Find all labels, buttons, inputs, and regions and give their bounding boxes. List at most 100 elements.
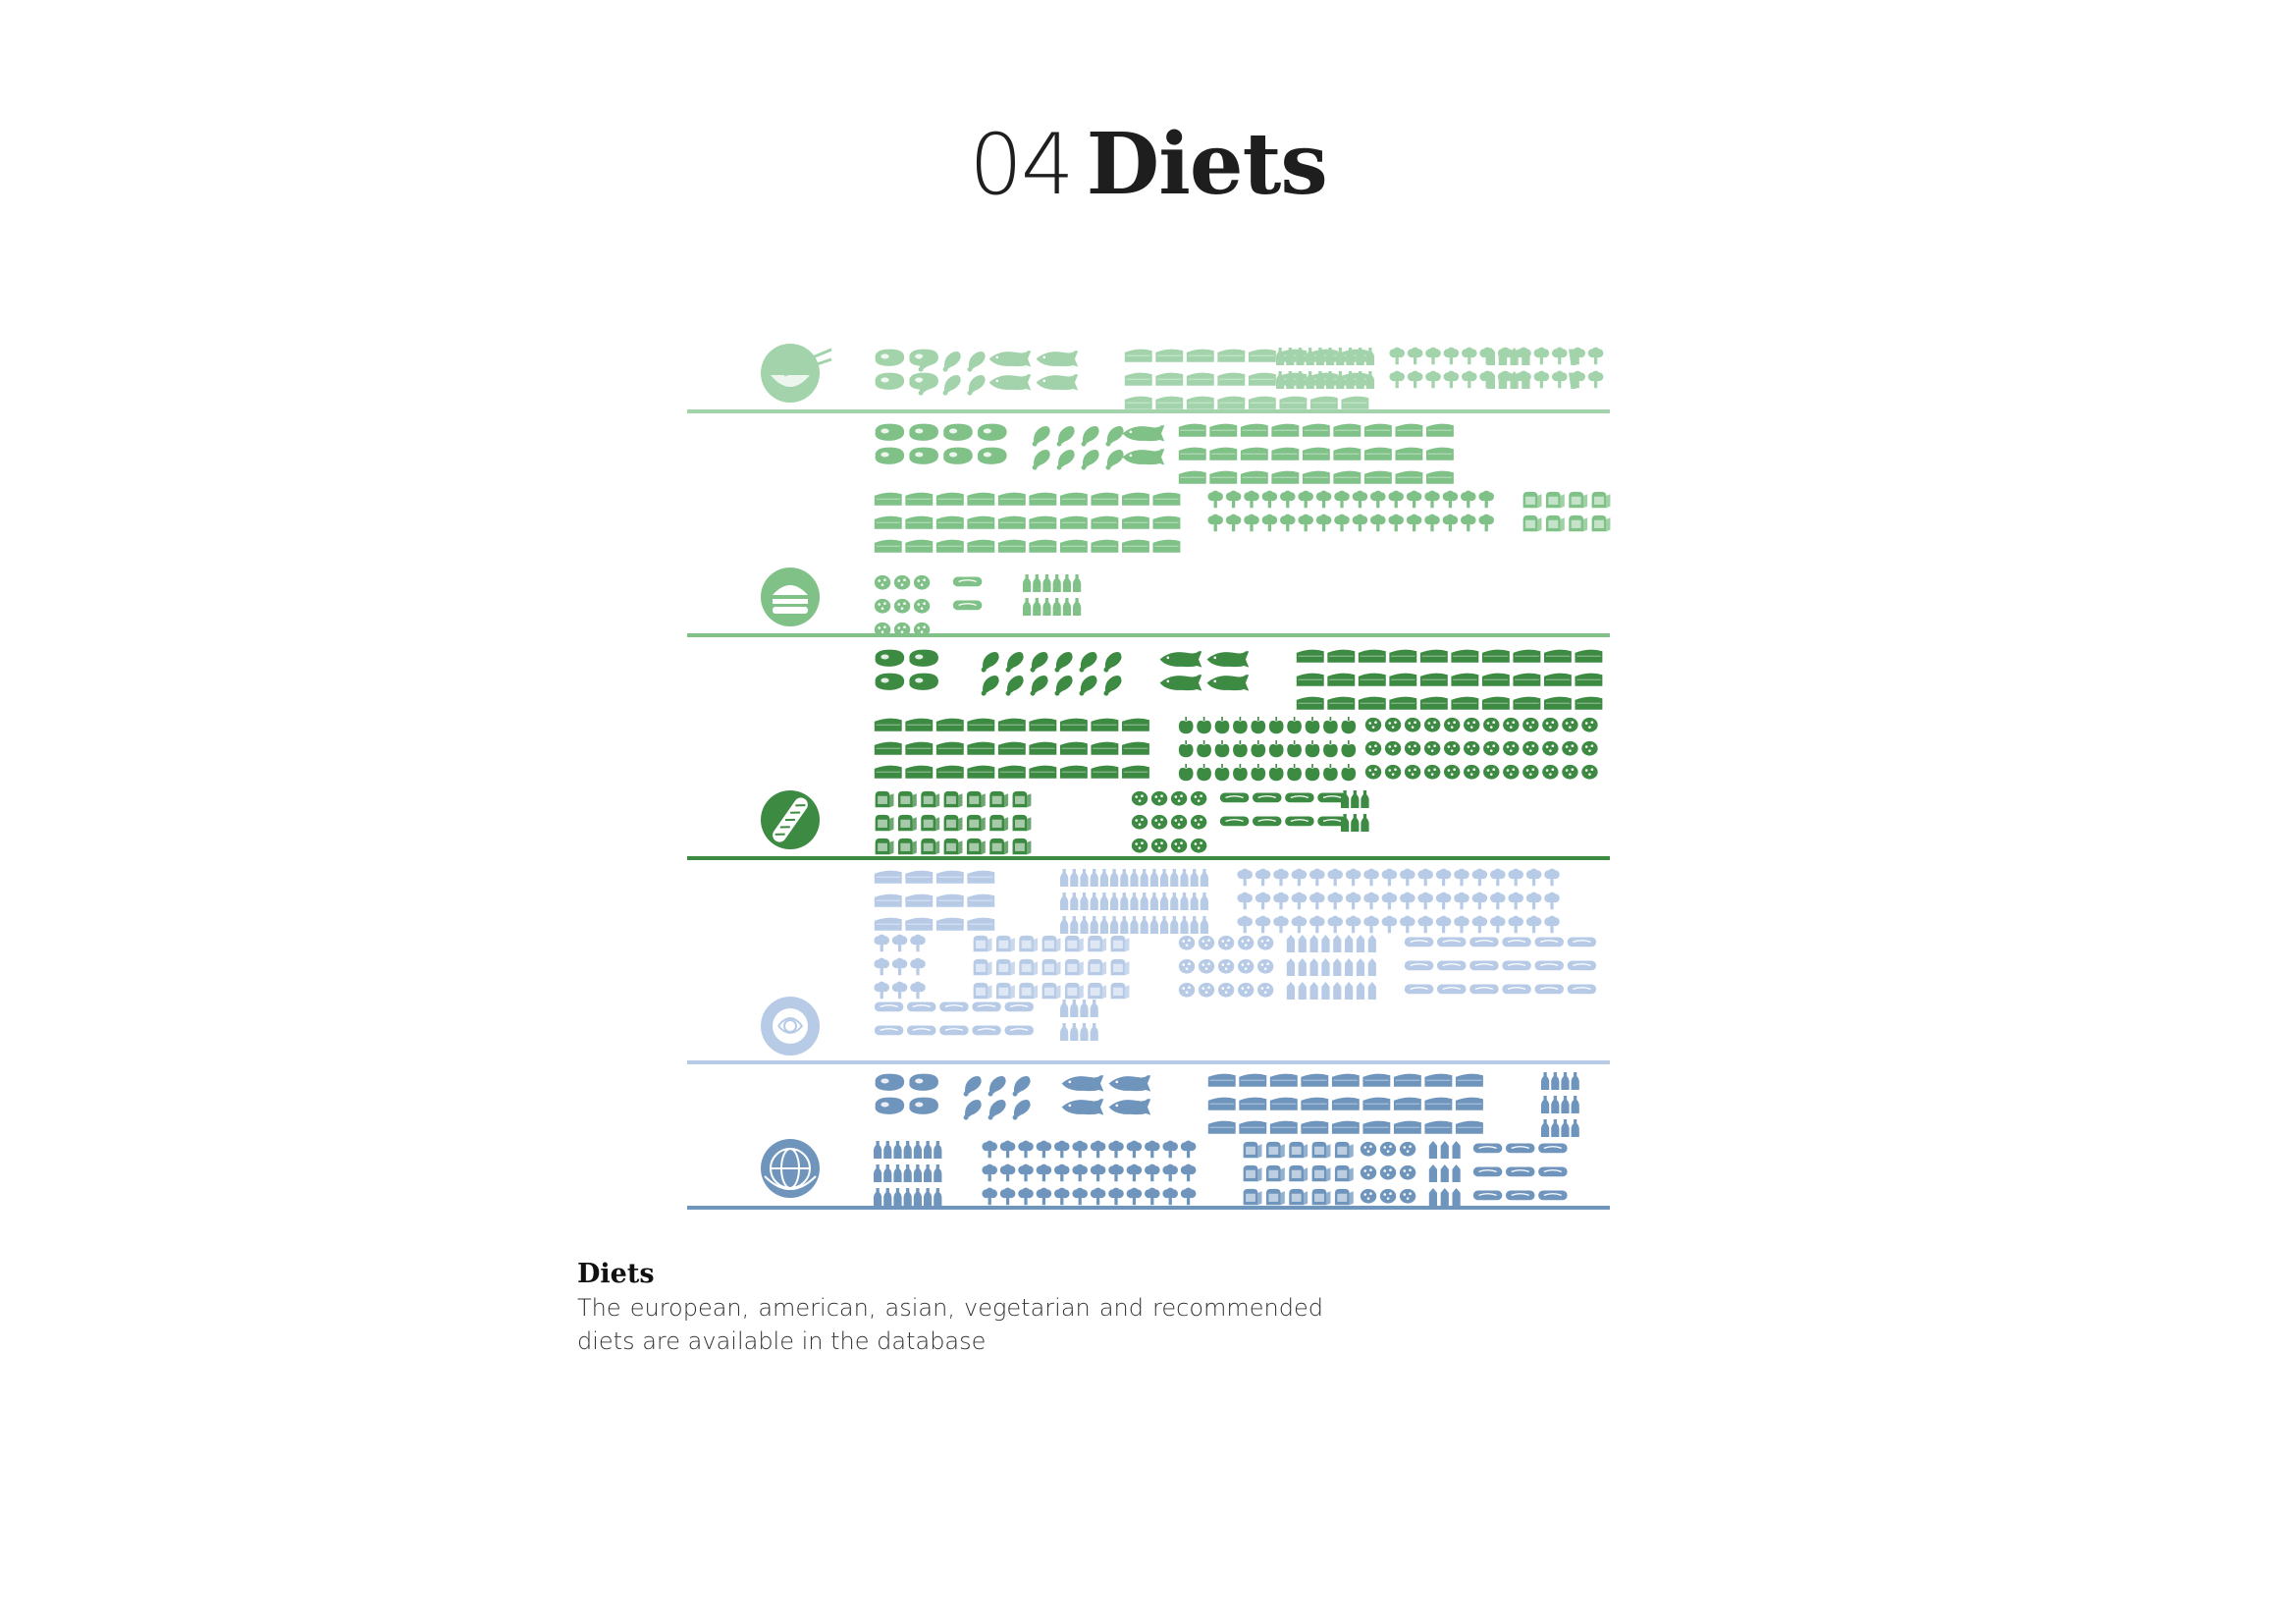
cheese-icon <box>1419 696 1448 710</box>
bottle-icon <box>1180 869 1189 888</box>
milk-carton-icon <box>1367 935 1376 953</box>
bottle-icon <box>1315 371 1324 390</box>
bread-icon <box>966 838 986 855</box>
cheese-icon <box>905 870 934 884</box>
bottle-icon <box>874 1188 882 1207</box>
fish-icon <box>1108 1075 1151 1092</box>
broccoli-icon <box>982 1187 997 1206</box>
cookie-icon <box>1542 764 1559 780</box>
broccoli-icon <box>1072 1164 1088 1182</box>
cheese-icon <box>1029 741 1057 755</box>
cookie-icon <box>874 574 891 590</box>
broccoli-icon <box>1207 490 1223 509</box>
cookie-icon <box>1464 740 1480 756</box>
cheese-icon <box>1363 423 1392 437</box>
milk-carton-icon <box>1333 982 1342 1001</box>
cheese-icon <box>1269 1073 1298 1087</box>
cookie-icon <box>1178 958 1196 974</box>
cookie-icon <box>1150 790 1168 806</box>
cookie-icon <box>1190 838 1207 853</box>
cheese-icon <box>1393 1120 1421 1134</box>
cheese-icon <box>1424 1097 1453 1110</box>
cheese-icon <box>1301 1073 1329 1087</box>
cheese-icon <box>874 870 902 884</box>
sausage-icon <box>1004 1025 1034 1036</box>
cookie-icon <box>1237 935 1255 950</box>
cheese-icon <box>1091 539 1119 553</box>
bread-icon <box>1019 958 1039 976</box>
broccoli-icon <box>1315 514 1332 532</box>
sausage-icon <box>1502 960 1531 971</box>
apple-icon <box>1214 740 1230 758</box>
cheese-icon <box>967 492 995 506</box>
broccoli-icon <box>1454 892 1469 910</box>
cheese-icon <box>935 492 964 506</box>
bottle-icon <box>1286 371 1295 390</box>
cheese-icon <box>1271 470 1300 484</box>
sausage-icon <box>1252 792 1282 803</box>
drumstick-icon <box>1105 425 1124 447</box>
bottle-icon <box>1090 1000 1098 1018</box>
cheese-icon <box>905 718 934 731</box>
milk-carton-icon <box>1510 348 1519 366</box>
cheese-icon <box>967 917 995 931</box>
cheese-icon <box>1239 1097 1267 1110</box>
diet-block-4 <box>687 868 1610 1064</box>
fish-icon <box>1122 449 1165 465</box>
cookie-icon <box>1379 1141 1397 1157</box>
cheese-icon <box>1239 1073 1267 1087</box>
bottle-icon <box>1551 1096 1560 1114</box>
diet-block-2 <box>687 423 1611 637</box>
cheese-icon <box>1029 539 1057 553</box>
cheese-icon <box>1091 765 1119 779</box>
broccoli-icon <box>1435 868 1452 887</box>
cheese-icon <box>874 539 902 553</box>
cookie-icon <box>1131 790 1148 806</box>
bottle-icon <box>1306 348 1314 366</box>
apple-icon <box>1251 717 1266 734</box>
broccoli-icon <box>1327 892 1343 910</box>
broccoli-icon <box>1406 514 1422 532</box>
bread-icon <box>1569 514 1588 532</box>
bread-icon <box>995 935 1015 952</box>
cheese-icon <box>1513 696 1541 710</box>
bottle-icon <box>883 1164 892 1183</box>
sausage-icon <box>1534 984 1564 995</box>
bottle-icon <box>1306 371 1314 390</box>
diets-infographic <box>687 334 1620 1222</box>
sausage-icon <box>1219 816 1250 827</box>
cheese-icon <box>1155 396 1184 409</box>
cookie-icon <box>913 574 931 590</box>
cheese-icon <box>1186 349 1214 362</box>
broccoli-icon <box>1072 1140 1088 1159</box>
broccoli-icon <box>1180 1187 1197 1206</box>
apple-icon <box>1287 717 1302 734</box>
milk-carton-icon <box>1486 348 1496 366</box>
broccoli-icon <box>1525 915 1542 934</box>
cheese-icon <box>1419 649 1448 663</box>
broccoli-icon <box>1345 892 1362 910</box>
broccoli-icon <box>982 1164 997 1182</box>
apple-icon <box>1305 740 1320 758</box>
cheese-icon <box>1481 673 1510 686</box>
broccoli-icon <box>1544 915 1560 934</box>
broccoli-icon <box>1334 514 1350 532</box>
cheese-icon <box>1455 1120 1483 1134</box>
apple-icon <box>1233 717 1248 734</box>
cheese-icon <box>1481 649 1510 663</box>
cheese-icon <box>1091 515 1119 529</box>
cheese-icon <box>997 515 1026 529</box>
bottle-icon <box>1286 348 1295 366</box>
broccoli-icon <box>1054 1187 1070 1206</box>
bottle-icon <box>1052 598 1061 617</box>
bottle-icon <box>1170 869 1179 888</box>
cheese-icon <box>1124 396 1152 409</box>
diet-block-1 <box>687 344 1610 413</box>
steak-icon <box>909 423 938 441</box>
broccoli-icon <box>1145 1140 1160 1159</box>
fish-icon <box>1159 651 1202 668</box>
bread-icon <box>1243 1188 1262 1206</box>
cookie-icon <box>1423 740 1441 756</box>
broccoli-icon <box>1145 1164 1160 1182</box>
cookie-icon <box>1581 764 1598 780</box>
